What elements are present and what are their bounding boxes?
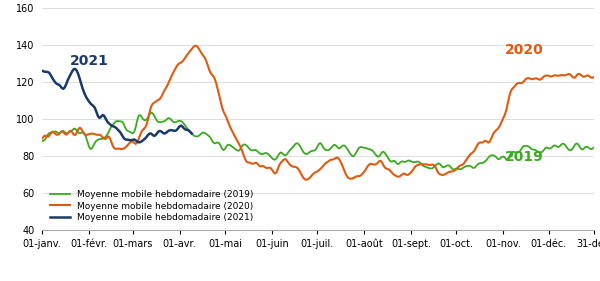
Text: 2021: 2021 (70, 54, 109, 68)
Text: 2019: 2019 (505, 150, 544, 164)
Line: Moyenne mobile hebdomadaire (2020): Moyenne mobile hebdomadaire (2020) (42, 46, 594, 180)
Text: 2020: 2020 (505, 42, 544, 56)
Legend: Moyenne mobile hebdomadaire (2019), Moyenne mobile hebdomadaire (2020), Moyenne : Moyenne mobile hebdomadaire (2019), Moye… (47, 186, 257, 226)
Line: Moyenne mobile hebdomadaire (2019): Moyenne mobile hebdomadaire (2019) (42, 113, 594, 170)
Line: Moyenne mobile hebdomadaire (2021): Moyenne mobile hebdomadaire (2021) (42, 69, 192, 142)
